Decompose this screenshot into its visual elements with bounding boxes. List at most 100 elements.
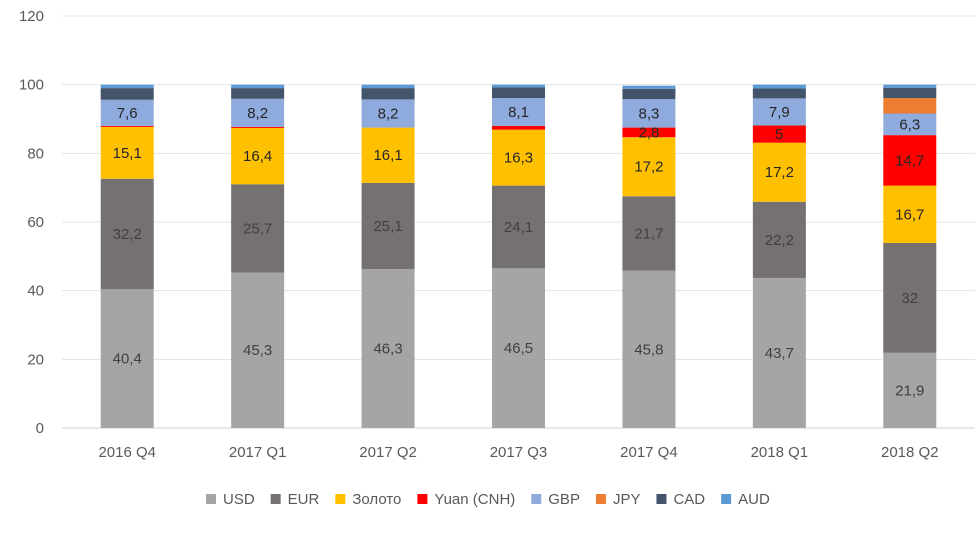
bar-segment (752, 201, 806, 278)
data-label: 14,7 (895, 152, 924, 169)
data-label: 16,4 (243, 148, 272, 165)
legend-swatch (270, 494, 281, 504)
bar-segment (492, 185, 545, 269)
legend-swatch (206, 494, 216, 504)
data-label: 7,9 (769, 104, 790, 121)
bar-segment (883, 113, 937, 136)
legend-label: USD (223, 491, 255, 508)
data-label: 7,6 (117, 105, 138, 122)
legend-item: JPY (595, 491, 641, 508)
x-axis: 2016 Q4 2017 Q1 2017 Q2 2017 Q3 2017 Q4 2018 … (98, 444, 938, 461)
y-tick-label: 100 (19, 77, 44, 94)
bar-segment (100, 88, 154, 100)
bar-segment (883, 185, 937, 243)
data-label: 2,8 (638, 124, 659, 141)
data-labels: 40,4 32,2 15,1 7,6 45,3 25,7 16,4 8,2 46,3 25,1 16… (113, 104, 925, 399)
data-label: 22,2 (765, 232, 794, 249)
bar-segment (492, 98, 545, 126)
y-tick-label: 0 (36, 420, 44, 437)
y-tick-label: 80 (27, 145, 44, 162)
bar-segment (361, 84, 415, 89)
bar-segment (883, 242, 937, 353)
data-label: 6,3 (899, 116, 920, 133)
legend-label: EUR (288, 491, 320, 508)
bar-segment (492, 84, 545, 88)
bar-segment (231, 88, 285, 99)
legend-swatch (656, 494, 667, 504)
legend-item: Золото (335, 491, 401, 508)
legend-swatch (335, 494, 346, 504)
bar-segment (231, 272, 285, 428)
legend-label: JPY (613, 491, 641, 508)
bar-segment (883, 352, 937, 428)
bar-segment (883, 98, 937, 114)
bar-segment (100, 125, 154, 127)
bar-segment (883, 135, 937, 186)
data-label: 5 (775, 126, 783, 143)
bar-segment (622, 137, 676, 197)
y-tick-label: 120 (19, 8, 44, 25)
data-label: 32,2 (113, 226, 142, 243)
bar-segment (752, 98, 806, 126)
data-label: 24,1 (504, 219, 533, 236)
bar-segment (883, 84, 937, 88)
legend-item: USD (206, 491, 255, 508)
bar-segment (752, 142, 806, 202)
data-label: 43,7 (765, 345, 794, 362)
bar-segment (361, 99, 415, 128)
bar-segment (100, 99, 154, 126)
legend-item: GBP (531, 491, 580, 508)
legend-label: Золото (352, 491, 401, 508)
legend-label: CAD (673, 491, 705, 508)
x-tick-label: 2018 Q1 (751, 444, 809, 461)
bar-segment (361, 182, 415, 270)
data-label: 46,3 (373, 341, 402, 358)
data-label: 16,1 (373, 147, 402, 164)
bar-segment (622, 88, 676, 100)
bar-segment (492, 87, 545, 99)
data-label: 15,1 (113, 145, 142, 162)
bar-segment (492, 268, 545, 428)
data-label: 25,1 (373, 218, 402, 235)
legend-label: Yuan (CNH) (434, 491, 515, 508)
bar-segment (361, 127, 415, 183)
bar-segment (492, 125, 545, 130)
bar-segment (622, 99, 676, 128)
data-label: 16,3 (504, 150, 533, 167)
data-label: 8,3 (638, 105, 659, 122)
y-axis: 0 20 40 60 80 100 120 (19, 8, 44, 437)
bar-segment (622, 270, 676, 428)
bar-segment (231, 127, 285, 185)
bar-segment (231, 126, 285, 128)
data-label: 40,4 (113, 351, 142, 368)
legend-item: EUR (270, 491, 320, 508)
bar-segment (622, 127, 676, 138)
bar-segment (492, 129, 545, 186)
legend-label: GBP (548, 491, 580, 508)
data-label: 16,7 (895, 206, 924, 223)
bar-segment (100, 289, 154, 428)
x-tick-label: 2017 Q2 (359, 444, 417, 461)
bar-segment (231, 98, 285, 127)
x-tick-label: 2016 Q4 (98, 444, 156, 461)
data-label: 8,1 (508, 104, 529, 121)
bar-segment (752, 88, 806, 99)
legend-swatch (531, 494, 542, 504)
bar-segment (361, 269, 415, 428)
legend-label: AUD (738, 491, 770, 508)
data-label: 8,2 (247, 105, 268, 122)
legend-swatch (417, 494, 428, 504)
y-tick-label: 60 (27, 214, 44, 231)
bars (100, 84, 937, 428)
x-tick-label: 2017 Q1 (229, 444, 287, 461)
data-label: 21,7 (634, 226, 663, 243)
x-tick-label: 2018 Q2 (881, 444, 939, 461)
legend-swatch (595, 494, 606, 504)
bar-segment (752, 84, 806, 89)
bar-segment (622, 196, 676, 271)
legend-swatch (721, 494, 732, 504)
legend: USD EUR Золото Yuan (CNH) GBP JPY CAD AUD (206, 491, 770, 508)
data-label: 32 (901, 290, 918, 307)
bar-segment (752, 125, 806, 143)
